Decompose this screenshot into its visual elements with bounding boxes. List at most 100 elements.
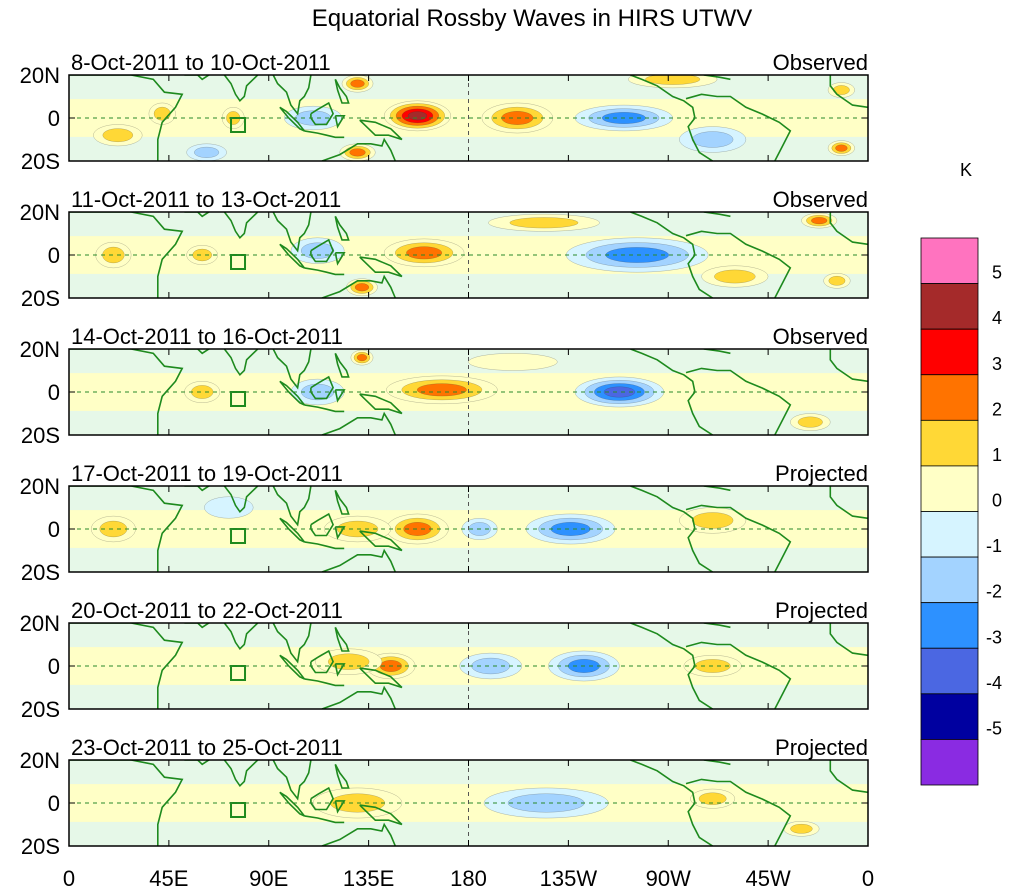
coastlines <box>69 486 868 572</box>
panel-plot-area <box>69 349 868 435</box>
colorbar-segment <box>920 739 979 786</box>
coastline <box>334 352 350 378</box>
colorbar-segment <box>920 237 979 284</box>
coastline <box>685 93 792 161</box>
anomaly-feature <box>690 788 736 809</box>
coastline <box>334 626 350 652</box>
coastline <box>630 760 714 846</box>
anomaly-feature <box>483 787 609 819</box>
coastline <box>321 685 397 709</box>
anomaly-contour <box>356 354 368 362</box>
colorbar-segment <box>920 647 979 695</box>
anomaly-contour <box>190 385 214 399</box>
anomaly-feature <box>386 375 498 405</box>
coastline <box>184 212 211 218</box>
panel-status: Projected <box>775 598 868 623</box>
anomaly-feature <box>525 513 616 545</box>
x-tick-label: 45W <box>746 866 791 890</box>
coastline <box>223 486 259 514</box>
anomaly-contour <box>828 275 846 286</box>
coastline <box>184 486 211 492</box>
coastline <box>334 489 350 515</box>
anomaly-feature <box>386 513 449 545</box>
anomaly-contour <box>468 353 558 371</box>
coastline <box>304 404 345 413</box>
coastline <box>334 526 346 540</box>
anomaly-feature <box>204 496 254 519</box>
coastline <box>334 389 346 403</box>
coastline <box>829 486 868 520</box>
y-tick-label: 0 <box>48 243 60 268</box>
coastline <box>334 800 346 814</box>
colorbar-label: -4 <box>986 673 1002 693</box>
anomaly-contour <box>603 386 636 398</box>
anomaly-feature <box>95 241 132 269</box>
anomaly-contour <box>407 111 428 121</box>
y-tick-label: 20S <box>21 286 60 311</box>
coastline <box>630 486 714 572</box>
coastline <box>223 212 259 240</box>
anomaly-contour <box>416 383 467 397</box>
panel-plot-area <box>69 212 868 298</box>
coastline <box>223 623 259 651</box>
coastline <box>223 75 259 103</box>
coastline <box>310 238 334 263</box>
coastline <box>359 393 403 415</box>
coastlines <box>69 349 868 435</box>
panel-plot-area <box>69 623 868 709</box>
anomaly-contour <box>102 128 134 143</box>
coastline <box>69 75 184 161</box>
anomaly-feature <box>186 245 218 265</box>
y-tick-label: 20N <box>20 474 60 499</box>
chart-title: Equatorial Rossby Waves in HIRS UTWV <box>312 5 753 32</box>
coastline <box>359 667 403 689</box>
colorbar-label: 1 <box>992 445 1002 465</box>
x-tick-label: 135W <box>540 866 598 890</box>
coastline <box>685 504 792 572</box>
panel-4: 20N 0 20S 17-Oct-2011 to 19-Oct-2011 Project… <box>20 461 869 585</box>
coastline <box>272 212 312 253</box>
coastline <box>630 212 714 298</box>
coastline <box>685 367 792 435</box>
panel-6: 20N 0 20S 23-Oct-2011 to 25-Oct-2011 Project… <box>20 735 869 859</box>
anomaly-contour <box>349 148 366 157</box>
coastline <box>359 256 403 278</box>
coastline <box>685 230 792 298</box>
coastline <box>304 130 345 139</box>
panel-date-range: 11-Oct-2011 to 13-Oct-2011 <box>71 187 341 212</box>
panel-date-range: 20-Oct-2011 to 22-Oct-2011 <box>71 598 343 623</box>
y-tick-label: 20N <box>20 63 60 88</box>
coastline <box>321 548 397 572</box>
panel-plot-area <box>69 75 868 161</box>
colorbar-label: -3 <box>986 627 1002 647</box>
anomaly-feature <box>823 273 851 289</box>
anomaly-feature <box>341 75 374 93</box>
coastline <box>69 486 184 572</box>
panel-plot-area <box>69 486 868 572</box>
y-tick-label: 20N <box>20 611 60 636</box>
anomaly-feature <box>184 381 221 403</box>
coastline <box>272 349 312 390</box>
y-tick-label: 20N <box>20 748 60 773</box>
x-tick-label: 90E <box>249 866 288 890</box>
anomaly-contour <box>645 75 701 85</box>
anomaly-feature <box>468 353 558 371</box>
panel-date-range: 17-Oct-2011 to 19-Oct-2011 <box>71 461 343 486</box>
colorbar-segment <box>920 556 979 604</box>
x-tick-label: 0 <box>63 866 75 890</box>
anomaly-feature <box>783 821 820 837</box>
coastline <box>334 115 346 129</box>
coastline <box>310 512 334 537</box>
coastline <box>359 119 403 141</box>
coastline <box>184 75 211 81</box>
anomaly-contour <box>811 217 828 225</box>
coastline <box>304 815 345 824</box>
coastline <box>334 663 346 677</box>
colorbar-label: -1 <box>986 536 1002 556</box>
y-tick-label: 20S <box>21 149 60 174</box>
panel-status: Observed <box>773 324 868 349</box>
x-tick-label: 135E <box>343 866 394 890</box>
panel-date-range: 14-Oct-2011 to 16-Oct-2011 <box>71 324 343 349</box>
anomaly-contour <box>691 131 734 148</box>
